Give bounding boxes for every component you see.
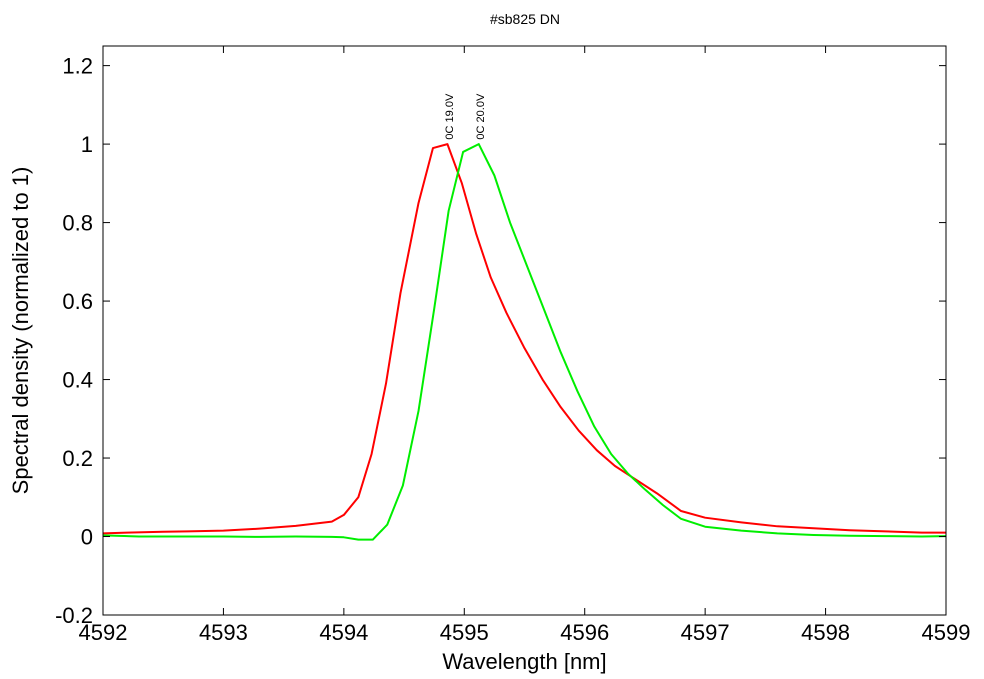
x-axis: 4592 4593 4594 4595 4596 4597 4598 4599 bbox=[79, 46, 971, 645]
x-tick-label: 4597 bbox=[681, 620, 730, 645]
y-tick-label: 0.6 bbox=[62, 289, 93, 314]
x-tick-label: 4594 bbox=[319, 620, 368, 645]
y-axis: -0.2 0 0.2 0.4 0.6 0.8 1 1.2 bbox=[55, 54, 946, 628]
y-tick-label: 0.8 bbox=[62, 211, 93, 236]
x-tick-label: 4598 bbox=[801, 620, 850, 645]
x-axis-label: Wavelength [nm] bbox=[442, 649, 606, 674]
y-tick-label: 1 bbox=[81, 132, 93, 157]
annotations: 0C 19.0V 0C 20.0V bbox=[444, 93, 487, 140]
plot-area bbox=[102, 143, 947, 541]
series-annotation: 0C 20.0V bbox=[475, 93, 487, 140]
plot-frame bbox=[102, 45, 947, 616]
series-annotation: 0C 19.0V bbox=[444, 93, 456, 140]
chart-title: #sb825 DN bbox=[490, 11, 560, 27]
y-tick-label: 1.2 bbox=[62, 54, 93, 79]
y-tick-label: 0.4 bbox=[62, 368, 93, 393]
x-tick-label: 4593 bbox=[199, 620, 248, 645]
y-tick-label: 0 bbox=[81, 525, 93, 550]
x-tick-label: 4599 bbox=[922, 620, 971, 645]
x-tick-label: 4596 bbox=[560, 620, 609, 645]
y-axis-label: Spectral density (normalized to 1) bbox=[8, 167, 33, 495]
y-tick-label: -0.2 bbox=[55, 603, 93, 628]
series-line-2 bbox=[102, 143, 947, 541]
series-line-1 bbox=[102, 143, 946, 535]
y-tick-label: 0.2 bbox=[62, 446, 93, 471]
x-tick-label: 4592 bbox=[79, 620, 128, 645]
x-tick-label: 4595 bbox=[440, 620, 489, 645]
